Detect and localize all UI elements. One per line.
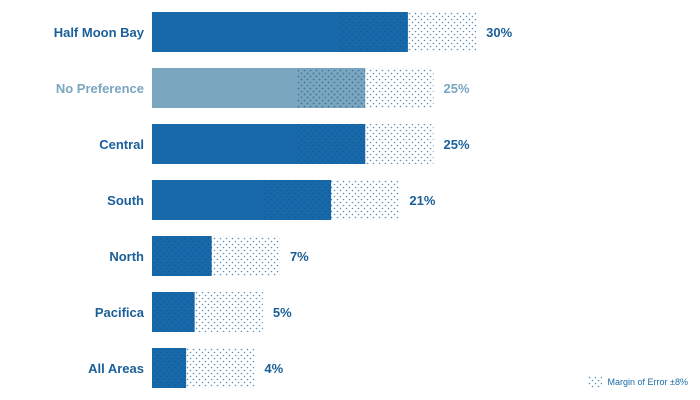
labels-layer: Half Moon Bay 30% No Preference 25% Central 2… <box>54 25 513 376</box>
legend-label: Margin of Error ±8% <box>607 377 688 387</box>
value-label-central: 25% <box>443 137 469 152</box>
category-label-half-moon-bay: Half Moon Bay <box>54 25 145 40</box>
value-label-half-moon-bay: 30% <box>486 25 512 40</box>
category-label-pacifica: Pacifica <box>95 305 145 320</box>
value-label-pacifica: 5% <box>273 305 292 320</box>
value-label-all-areas: 4% <box>264 361 283 376</box>
value-label-no-preference: 25% <box>443 81 469 96</box>
category-label-no-preference: No Preference <box>56 81 144 96</box>
bars-layer <box>152 12 477 388</box>
category-label-central: Central <box>99 137 144 152</box>
category-label-north: North <box>109 249 144 264</box>
bar-overlap-all-areas <box>152 348 187 388</box>
bar-overlap-central <box>297 124 366 164</box>
value-label-south: 21% <box>409 193 435 208</box>
bar-overlap-north <box>152 236 212 276</box>
bar-overlap-no-preference <box>297 68 366 108</box>
bar-overlap-half-moon-bay <box>339 12 408 52</box>
bar-overlap-south <box>262 180 332 220</box>
category-label-all-areas: All Areas <box>88 361 144 376</box>
margin-of-error-swatch <box>587 376 602 388</box>
legend: Margin of Error ±8% <box>587 376 688 388</box>
bar-overlap-pacifica <box>152 292 195 332</box>
category-label-south: South <box>107 193 144 208</box>
value-label-north: 7% <box>290 249 309 264</box>
